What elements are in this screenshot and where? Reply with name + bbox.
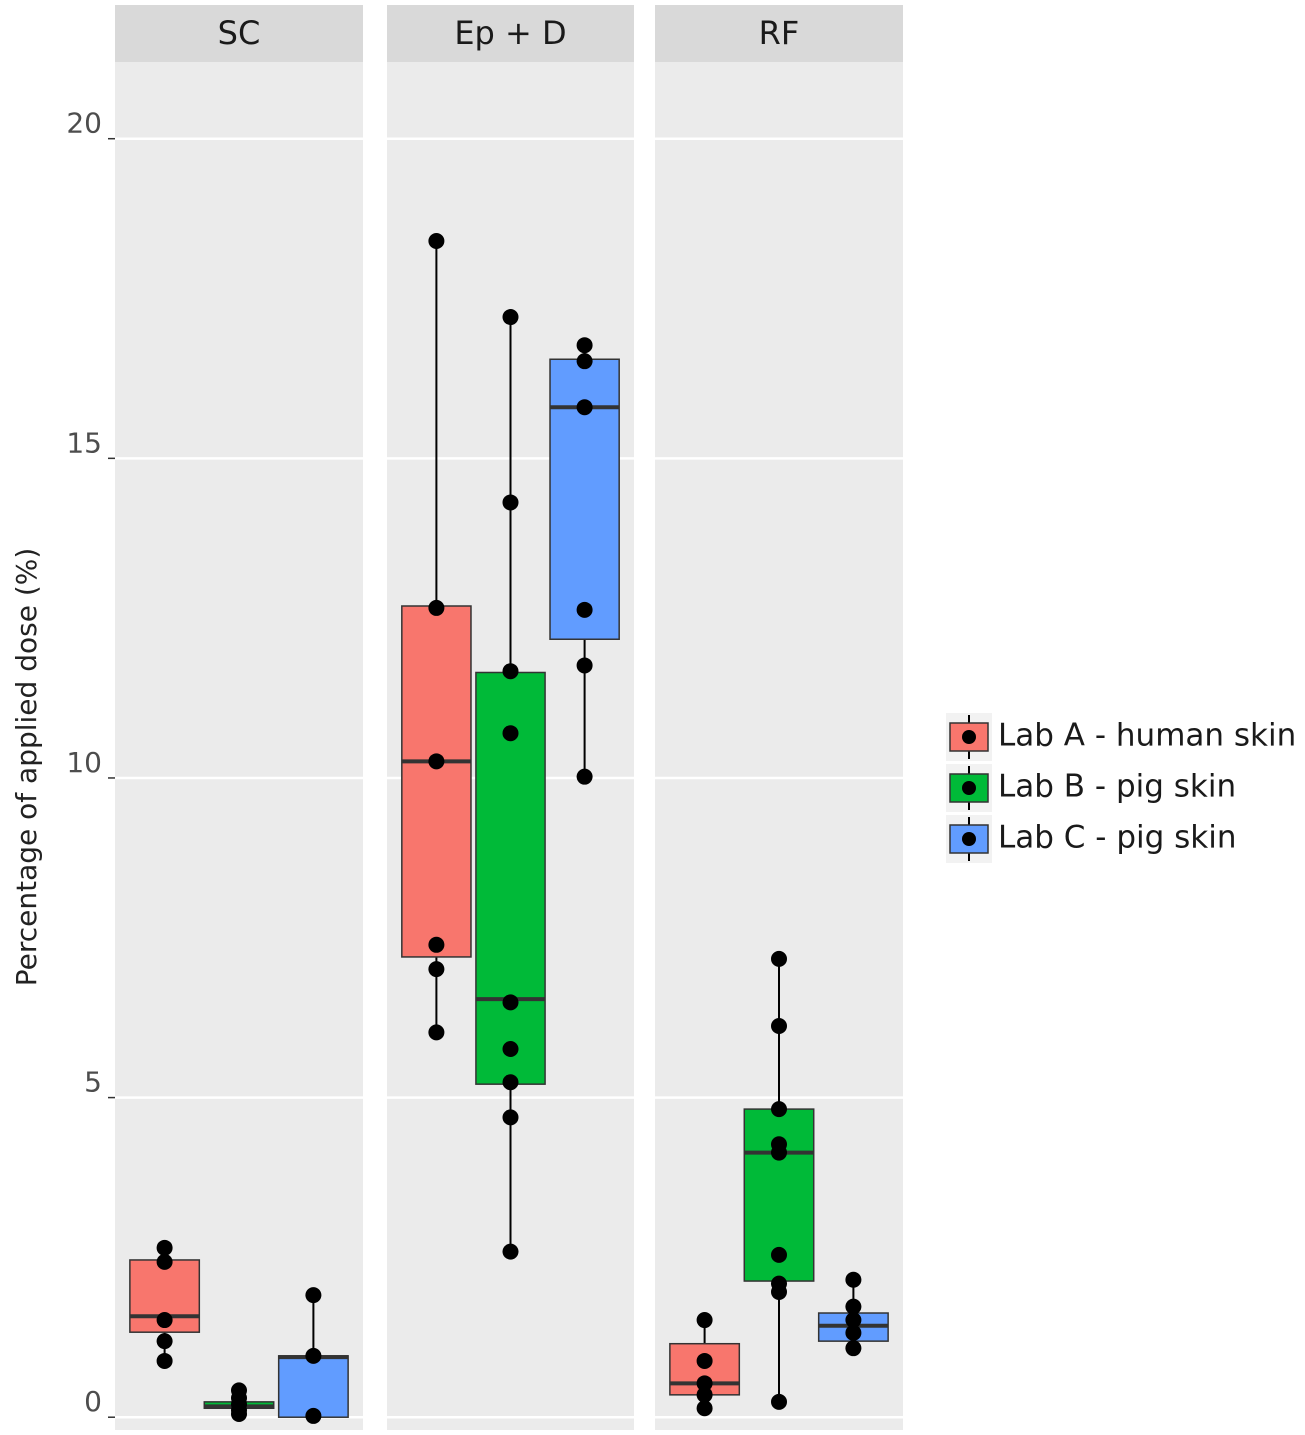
point [156, 1312, 173, 1329]
point [696, 1400, 713, 1417]
point [576, 657, 593, 674]
point [576, 399, 593, 416]
point [696, 1312, 713, 1329]
point [428, 936, 445, 953]
point [576, 601, 593, 618]
point [576, 337, 593, 354]
point [696, 1375, 713, 1392]
point [576, 768, 593, 785]
y-tick-label: 5 [84, 1066, 102, 1099]
point [502, 1074, 519, 1091]
point [502, 309, 519, 326]
y-tick-label: 20 [66, 107, 102, 140]
point [576, 353, 593, 370]
panel [115, 62, 363, 1430]
legend-label: Lab A - human skin [998, 718, 1296, 754]
box [401, 605, 472, 958]
strip [655, 5, 903, 62]
point [156, 1253, 173, 1270]
facet-label: SC [218, 14, 261, 52]
y-axis-title: Percentage of applied dose (%) [10, 548, 43, 987]
box [277, 1355, 349, 1418]
point [502, 1109, 519, 1126]
point [502, 1041, 519, 1058]
point [696, 1352, 713, 1369]
point [771, 1283, 787, 1300]
point [156, 1333, 173, 1350]
point [771, 1246, 787, 1263]
point [771, 1393, 787, 1410]
legend-entry: Lab B - pig skin [946, 764, 1236, 812]
legend-key-point [962, 730, 976, 744]
point [428, 753, 445, 770]
y-tick-label: 10 [66, 746, 102, 779]
point [845, 1324, 862, 1341]
point [428, 961, 445, 978]
point [156, 1239, 173, 1256]
point [771, 1017, 787, 1034]
point [502, 994, 519, 1011]
point [305, 1287, 322, 1304]
point [845, 1340, 862, 1357]
legend-entry: Lab A - human skin [946, 713, 1296, 761]
point [502, 725, 519, 742]
strip [387, 5, 634, 62]
point [771, 1144, 787, 1161]
point [502, 494, 519, 511]
facet-label: RF [759, 14, 800, 52]
strip [115, 5, 363, 62]
point [845, 1312, 862, 1329]
point [231, 1406, 247, 1423]
point [305, 1347, 322, 1364]
point [696, 1386, 713, 1403]
y-tick-label: 0 [84, 1385, 102, 1418]
legend-label: Lab B - pig skin [998, 769, 1236, 805]
point [502, 1243, 519, 1260]
point [771, 1101, 787, 1118]
point [771, 950, 787, 967]
point [845, 1271, 862, 1288]
legend-label: Lab C - pig skin [998, 820, 1237, 856]
point [845, 1298, 862, 1315]
point [428, 232, 445, 249]
legend-key-point [962, 781, 976, 795]
point [156, 1352, 173, 1369]
point [305, 1407, 322, 1424]
point [502, 663, 519, 680]
point [428, 1024, 445, 1041]
facet-label: Ep + D [454, 14, 566, 52]
legend-key-point [962, 832, 976, 846]
point [428, 599, 445, 616]
legend-entry: Lab C - pig skin [946, 815, 1237, 863]
y-tick-label: 15 [66, 426, 102, 459]
